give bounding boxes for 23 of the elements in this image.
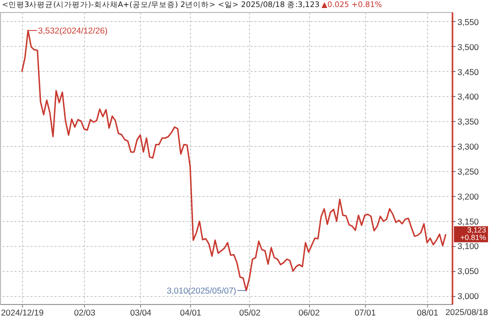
y-tick-label: 3,400	[458, 92, 480, 102]
y-tick-label: 3,350	[458, 116, 480, 127]
x-tick-label: 06/02	[298, 308, 320, 318]
annotation: 3,010(2025/05/07)	[166, 286, 236, 296]
y-tick-label: 3,450	[458, 66, 480, 77]
x-tick-label: 04/01	[180, 308, 202, 318]
y-tick-label: 3,250	[458, 166, 480, 176]
y-tick-label: 3,500	[458, 42, 480, 52]
x-tick-label: 05/02	[239, 308, 261, 318]
y-tick-label: 3,100	[458, 241, 480, 252]
x-tick-label: 07/01	[354, 308, 376, 318]
annotation: 3,532(2024/12/26)	[38, 25, 108, 36]
x-tick-label: 2024/12/19	[1, 308, 44, 318]
y-tick-label: 3,550	[458, 16, 480, 27]
y-tick-label: 3,200	[458, 191, 480, 202]
x-tick-label: 02/03	[74, 308, 96, 318]
y-tick-label: 3,000	[458, 291, 480, 302]
x-tick-label: 08/01	[416, 308, 438, 318]
y-tick-label: 3,050	[458, 266, 480, 276]
text: 2025/08/18	[445, 307, 488, 317]
x-tick-label: 03/04	[130, 308, 152, 318]
y-tick-label: 3,300	[458, 142, 480, 152]
y-tick-label: 3,150	[458, 216, 480, 226]
